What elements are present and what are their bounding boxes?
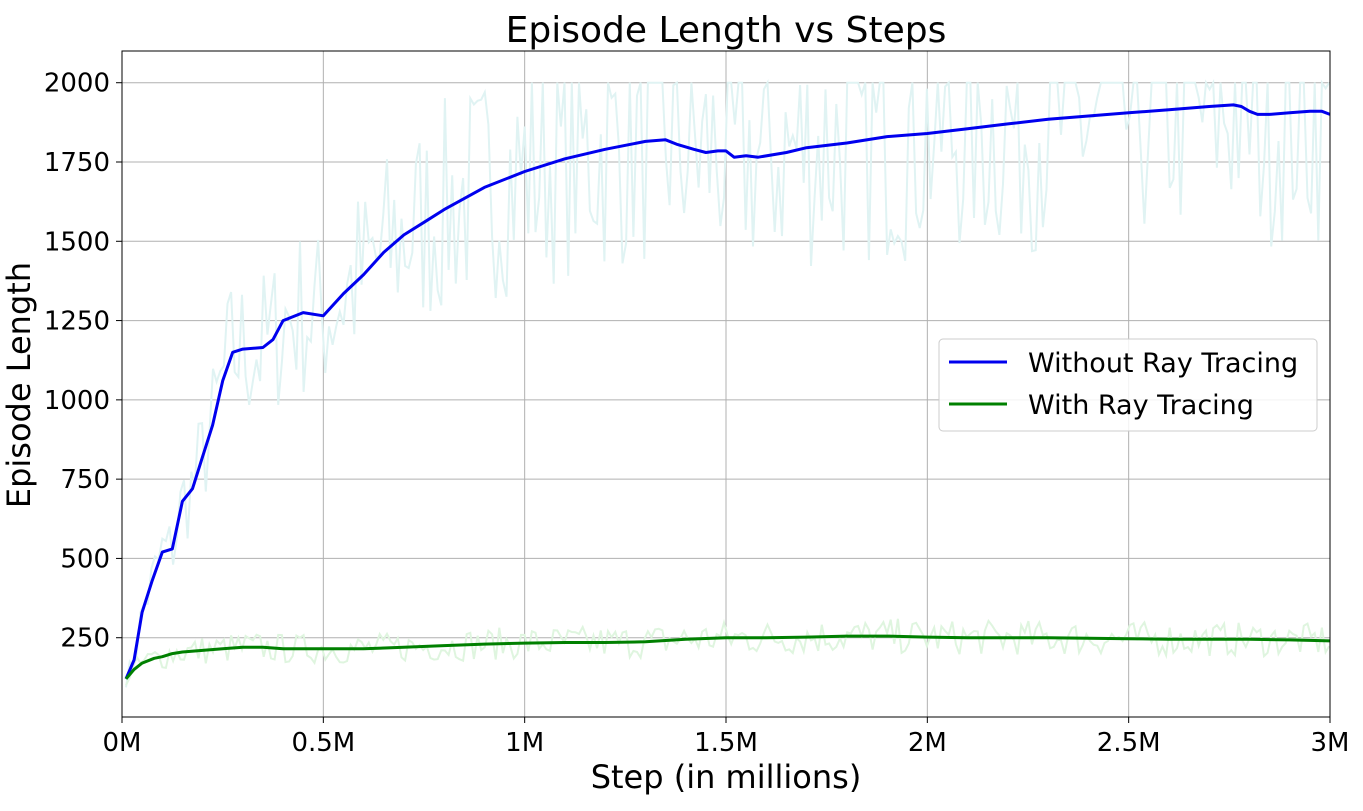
raw-trace-0 bbox=[125, 79, 1331, 688]
y-tick-label: 500 bbox=[60, 544, 110, 574]
y-tick-label: 1500 bbox=[44, 227, 110, 257]
y-tick-label: 1000 bbox=[44, 386, 110, 416]
y-tick-label: 750 bbox=[60, 465, 110, 495]
series-line-0 bbox=[124, 103, 1331, 680]
y-tick-label: 2000 bbox=[44, 69, 110, 99]
raw-series-lines bbox=[125, 79, 1331, 688]
chart-title: Episode Length vs Steps bbox=[506, 10, 947, 51]
x-axis-ticks: 0M 0.5M 1M 1.5M 2M 2.5M 3M bbox=[103, 717, 1350, 758]
x-tick-label: 1.5M bbox=[694, 728, 758, 758]
y-axis-label: Episode Length bbox=[0, 262, 38, 508]
y-tick-label: 250 bbox=[60, 624, 110, 654]
legend-label-without-ray-tracing: Without Ray Tracing bbox=[1028, 348, 1298, 379]
series-line-1 bbox=[124, 634, 1331, 680]
y-axis-ticks: 250 500 750 1000 1250 1500 1750 2000 bbox=[44, 69, 122, 654]
x-tick-label: 2.5M bbox=[1097, 728, 1161, 758]
legend-label-with-ray-tracing: With Ray Tracing bbox=[1028, 390, 1254, 421]
series-lines bbox=[124, 103, 1331, 680]
y-tick-label: 1750 bbox=[44, 148, 110, 178]
x-tick-label: 0.5M bbox=[291, 728, 355, 758]
x-axis-label: Step (in millions) bbox=[591, 758, 862, 796]
legend: Without Ray Tracing With Ray Tracing bbox=[938, 338, 1318, 432]
raw-trace-1 bbox=[125, 618, 1331, 686]
x-tick-label: 2M bbox=[908, 728, 947, 758]
x-tick-label: 1M bbox=[505, 728, 544, 758]
y-tick-label: 1250 bbox=[44, 307, 110, 337]
x-tick-label: 0M bbox=[103, 728, 142, 758]
x-tick-label: 3M bbox=[1311, 728, 1350, 758]
legend-box bbox=[938, 338, 1318, 432]
